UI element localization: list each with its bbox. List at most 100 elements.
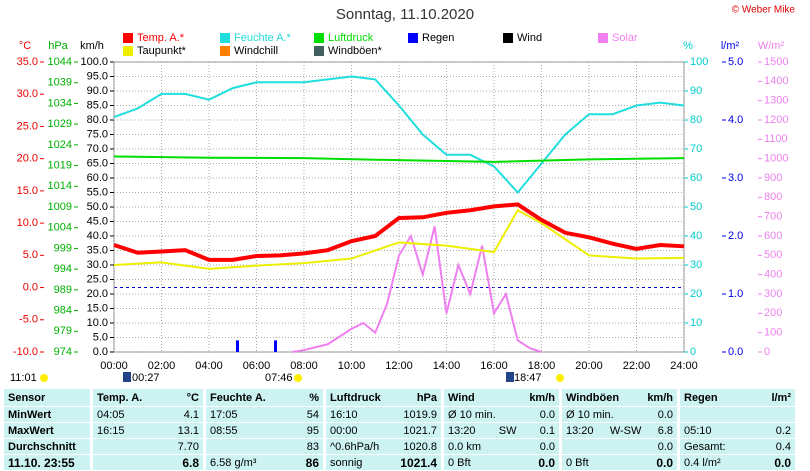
y-tick-label: 35.0 [17,56,38,68]
table-cell: ^0.6hPa/h 1020.8 [326,439,441,454]
y-tick-label: 200 [764,307,782,319]
table-cell: 05:10 0.2 [680,423,795,438]
y-tick-label: -10.0 [13,346,38,358]
y-tick-label: 0.0 [23,281,38,293]
y-tick-label: 60.0 [87,172,108,184]
table-cell: Wind km/h [444,389,559,406]
cell-text: Luftdruck [330,391,381,404]
astro-time: 07:46 [265,372,293,384]
axis-label: km/h [80,40,104,52]
y-tick-label: 30.0 [87,259,108,271]
table-cell: Feuchte A.% [206,389,323,406]
sun-icon [556,374,564,382]
y-tick-label: 1029 [48,118,72,130]
cell-text: Windböen [566,391,620,404]
y-tick-label: 40.0 [87,230,108,242]
axis-label: °C [19,40,31,52]
y-tick-label: 974 [54,346,72,358]
y-tick-label: 400 [764,269,782,281]
y-tick-label: 15.0 [87,302,108,314]
cell-text: 0.0 [538,455,555,470]
table-cell: Durchschnitt [4,439,90,454]
y-tick-label: 600 [764,230,782,242]
cell-text: Gesamt: [684,440,726,453]
y-tick-label: 50 [690,201,702,213]
astro-time: 00:27 [132,372,160,384]
cell-text: Sensor [8,391,46,404]
y-tick-label: 30 [690,259,702,271]
cell-text: ^0.6hPa/h [330,440,380,453]
cell-text: 0.0 [774,455,791,470]
cell-text: °C [186,391,199,404]
y-tick-label: 20.0 [87,288,108,300]
sun-icon [40,374,48,382]
x-tick-label: 10:00 [338,360,366,372]
x-tick-label: 14:00 [433,360,461,372]
legend-swatch [123,46,133,56]
table-cell: 11.10. 23:55 [4,455,90,470]
table-cell: 0.0 [562,439,677,454]
y-tick-label: 984 [54,304,72,316]
y-tick-label: 25.0 [87,273,108,285]
y-tick-label: 5.0 [728,56,743,68]
cell-text: 1020.8 [403,440,437,453]
cell-text: 16:15 [97,424,125,437]
x-tick-label: 18:00 [528,360,556,372]
cell-text: 7.70 [177,440,199,453]
y-tick-label: 500 [764,249,782,261]
legend-label: Solar [612,32,638,44]
bar [236,340,239,352]
cell-text: 1021.4 [400,455,437,470]
legend-label: Taupunkt* [137,45,187,57]
y-tick-label: 1039 [48,77,72,89]
legend-swatch [220,46,230,56]
legend-swatch [314,33,324,43]
cell-text: MinWert [8,408,52,421]
table-cell: 16:15 13.1 [93,423,203,438]
y-tick-label: 1009 [48,201,72,213]
legend-swatch [598,33,608,43]
y-tick-label: 0 [690,346,696,358]
table-cell: MaxWert [4,423,90,438]
cell-text: 0.0 km [448,440,482,453]
y-tick-label: 15.0 [17,185,38,197]
cell-text: 0.4 [775,440,791,453]
y-tick-label: 50.0 [87,201,108,213]
cell-text: 04:05 [97,408,125,421]
y-tick-label: 2.0 [728,230,743,242]
y-tick-label: 100.0 [80,56,108,68]
table-cell [680,407,795,422]
cell-text: 16:10 [330,408,358,421]
moon-icon [123,372,131,382]
y-tick-label: 989 [54,284,72,296]
cell-text: 1021.7 [403,424,437,437]
y-tick-label: 900 [764,172,782,184]
legend-swatch [408,33,418,43]
table-cell: 83 [206,439,323,454]
cell-text: hPa [416,391,437,404]
cell-text: 0 Bft [448,456,471,469]
legend-swatch [123,33,133,43]
x-tick-label: 04:00 [195,360,223,372]
cell-text: Feuchte A. [210,391,266,404]
legend-label: Windböen* [328,45,383,57]
y-tick-label: 100 [764,327,782,339]
y-tick-label: 0 [764,346,770,358]
y-tick-label: 1000 [764,153,788,165]
table-cell: 7.70 [93,439,203,454]
y-tick-label: 65.0 [87,157,108,169]
y-tick-label: 0.0 [728,346,743,358]
legend-swatch [220,33,230,43]
x-tick-label: 16:00 [480,360,508,372]
y-tick-label: 80.0 [87,114,108,126]
y-tick-label: 979 [54,325,72,337]
cell-text: 13:20 [448,424,476,437]
y-tick-label: 1200 [764,114,788,126]
cell-text: W-SW [609,424,642,437]
table-cell: 16:10 1019.9 [326,407,441,422]
table-cell: Sensor [4,389,90,406]
y-tick-label: 5.0 [93,331,108,343]
cell-text: 0 Bft [566,456,589,469]
legend-label: Luftdruck [328,32,374,44]
x-tick-label: 00:00 [100,360,128,372]
